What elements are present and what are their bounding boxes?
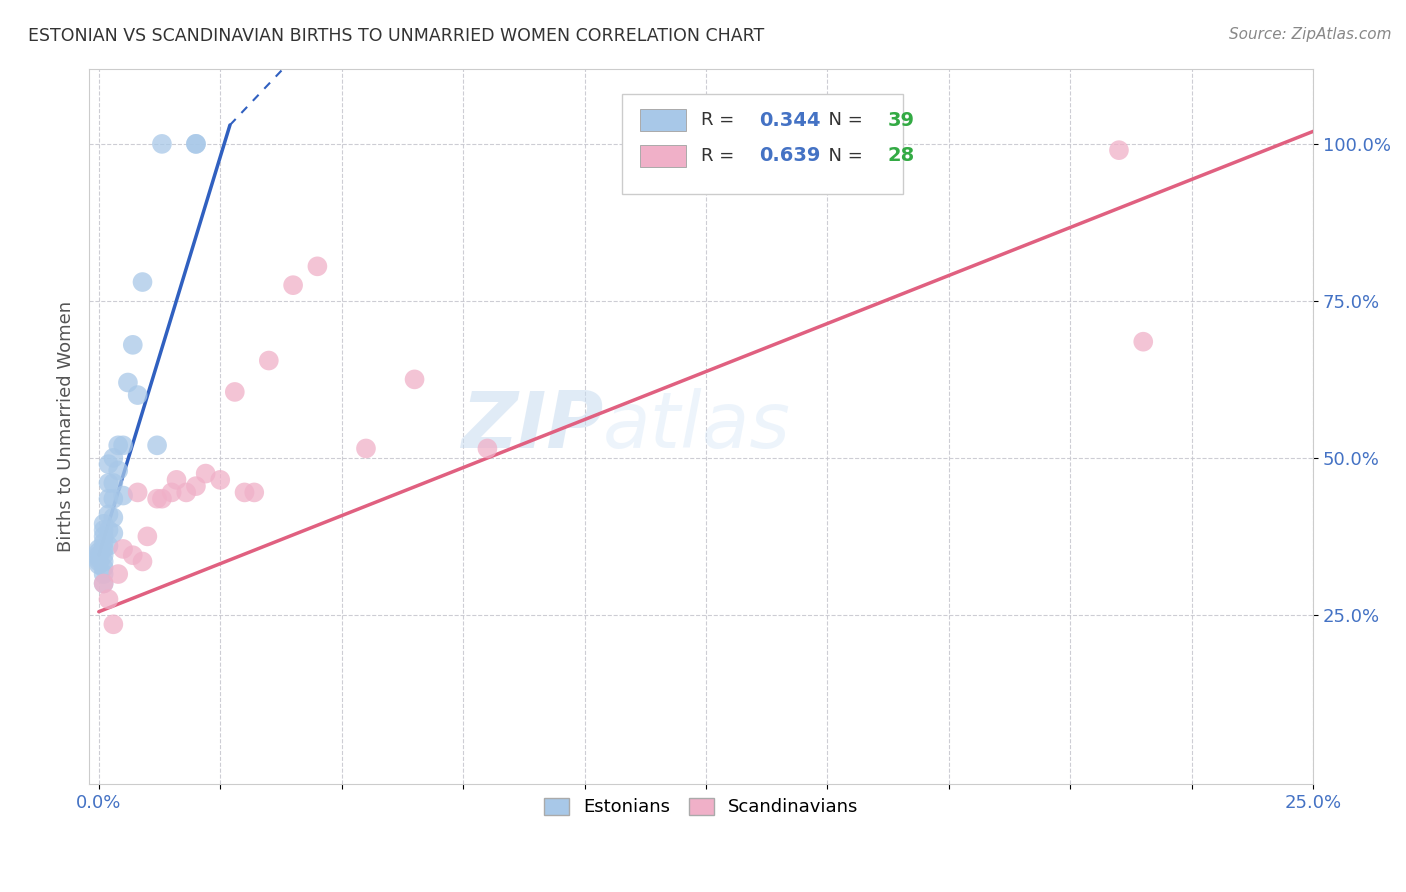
Point: [166, 473, 188, 487]
Point: [97, 475, 120, 490]
Point: [93, 554, 115, 568]
Point: [121, 548, 143, 562]
FancyBboxPatch shape: [640, 110, 686, 131]
Point: [112, 489, 135, 503]
Text: N =: N =: [817, 147, 869, 165]
Point: [307, 260, 329, 274]
Point: [121, 338, 143, 352]
Text: 39: 39: [887, 111, 914, 129]
Point: [150, 491, 173, 506]
Point: [93, 548, 115, 562]
Point: [87, 541, 110, 556]
Point: [146, 491, 169, 506]
Text: N =: N =: [817, 112, 869, 129]
Point: [209, 473, 232, 487]
Legend: Estonians, Scandinavians: Estonians, Scandinavians: [534, 789, 868, 825]
Point: [1108, 143, 1130, 157]
Point: [97, 539, 120, 553]
Point: [93, 567, 115, 582]
Point: [184, 136, 207, 151]
Point: [87, 545, 110, 559]
Point: [103, 510, 125, 524]
Point: [103, 617, 125, 632]
Point: [404, 372, 426, 386]
Point: [97, 457, 120, 471]
Text: R =: R =: [702, 112, 740, 129]
Text: atlas: atlas: [603, 389, 792, 465]
Point: [117, 376, 139, 390]
Point: [93, 541, 115, 556]
Point: [281, 278, 304, 293]
Point: [107, 438, 129, 452]
Text: 0.344: 0.344: [759, 111, 820, 129]
Point: [93, 516, 115, 531]
Point: [131, 275, 153, 289]
Point: [127, 485, 149, 500]
Point: [184, 479, 207, 493]
Point: [103, 526, 125, 541]
Point: [93, 535, 115, 549]
Point: [97, 508, 120, 522]
Point: [146, 438, 169, 452]
Text: Source: ZipAtlas.com: Source: ZipAtlas.com: [1229, 27, 1392, 42]
Point: [103, 450, 125, 465]
Point: [243, 485, 266, 500]
Point: [93, 523, 115, 537]
Point: [233, 485, 256, 500]
Text: ESTONIAN VS SCANDINAVIAN BIRTHS TO UNMARRIED WOMEN CORRELATION CHART: ESTONIAN VS SCANDINAVIAN BIRTHS TO UNMAR…: [28, 27, 765, 45]
Text: 0.639: 0.639: [759, 146, 820, 165]
Point: [112, 541, 135, 556]
Point: [97, 491, 120, 506]
Point: [103, 491, 125, 506]
Point: [174, 485, 197, 500]
Point: [93, 561, 115, 575]
Point: [93, 576, 115, 591]
Y-axis label: Births to Unmarried Women: Births to Unmarried Women: [58, 301, 75, 552]
Point: [257, 353, 280, 368]
Point: [224, 384, 246, 399]
Point: [160, 485, 183, 500]
Point: [127, 388, 149, 402]
FancyBboxPatch shape: [621, 94, 903, 194]
Point: [87, 554, 110, 568]
Point: [184, 136, 207, 151]
Point: [354, 442, 377, 456]
Point: [477, 442, 499, 456]
Point: [103, 475, 125, 490]
Point: [150, 136, 173, 151]
Point: [87, 548, 110, 562]
Point: [107, 567, 129, 582]
Point: [194, 467, 217, 481]
Text: ZIP: ZIP: [461, 389, 603, 465]
Point: [87, 558, 110, 572]
Point: [107, 463, 129, 477]
Text: R =: R =: [702, 147, 740, 165]
Point: [112, 438, 135, 452]
Point: [87, 551, 110, 566]
Point: [131, 554, 153, 568]
Point: [97, 592, 120, 607]
Point: [93, 529, 115, 543]
Point: [136, 529, 159, 543]
Point: [93, 576, 115, 591]
FancyBboxPatch shape: [640, 145, 686, 167]
Text: 28: 28: [887, 146, 914, 165]
Point: [1132, 334, 1154, 349]
Point: [97, 523, 120, 537]
